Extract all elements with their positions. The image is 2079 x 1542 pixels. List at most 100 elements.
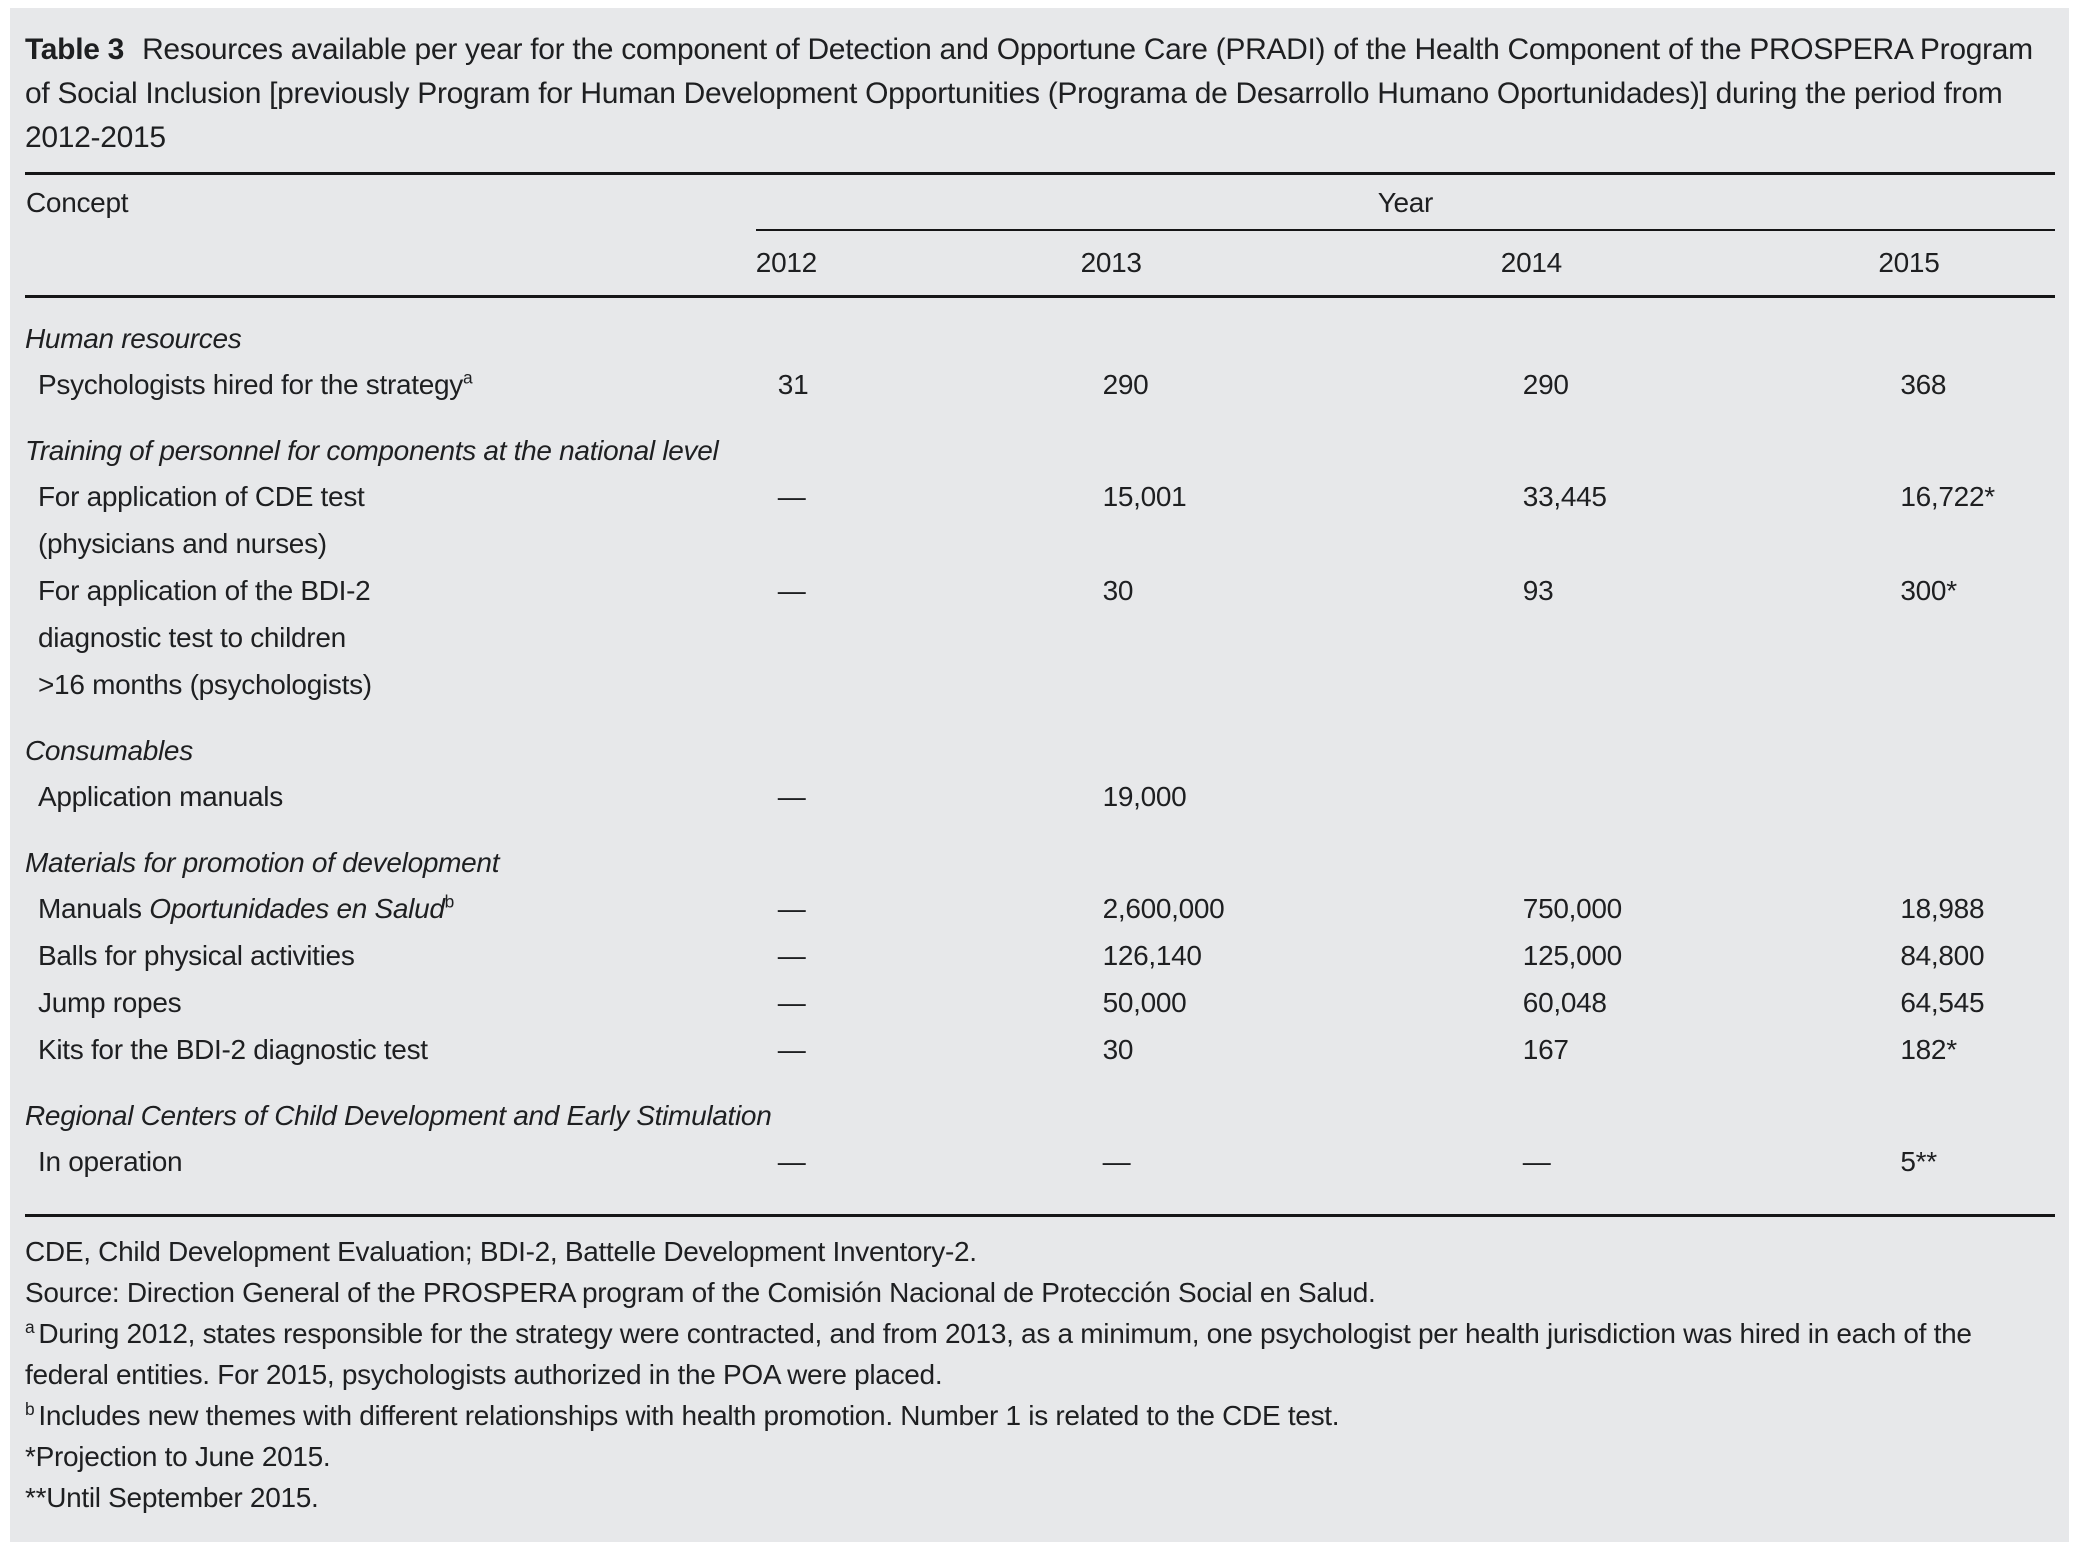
cell-2015: 300* xyxy=(1900,575,1957,606)
section-label: Human resources xyxy=(25,323,242,354)
cell-2013: 290 xyxy=(1102,369,1149,400)
section-label: Regional Centers of Child Development an… xyxy=(25,1100,772,1131)
footnote-marker: a xyxy=(25,1316,35,1337)
cell-2012: 31 xyxy=(777,369,809,400)
cell-2012: — xyxy=(777,893,806,924)
cell-2013 xyxy=(1081,661,1501,708)
table-body: Human resources Psychologists hired for t… xyxy=(25,297,2055,1216)
row-label-italic: Oportunidades en Salud xyxy=(149,893,445,924)
concept-column-header: Concept xyxy=(25,173,756,298)
cell-2015 xyxy=(1878,773,2055,820)
table-caption-text: Resources available per year for the com… xyxy=(25,33,2033,154)
footnotes-block: CDE, Child Development Evaluation; BDI-2… xyxy=(25,1217,2055,1518)
cell-2014: 33,445 xyxy=(1522,481,1607,512)
cell-2015: 64,545 xyxy=(1900,987,1985,1018)
row-label: Application manuals xyxy=(38,781,283,812)
footnote-marker: a xyxy=(462,367,473,388)
cell-2015: 5** xyxy=(1900,1146,1937,1177)
header-row-years: 2012 2013 2014 2015 xyxy=(25,230,2055,298)
row-label: diagnostic test to children xyxy=(38,622,346,653)
table-number-label: Table 3 xyxy=(25,33,125,66)
cell-2014: 93 xyxy=(1522,575,1554,606)
cell-2013: 15,001 xyxy=(1102,481,1187,512)
cell-2012: — xyxy=(777,575,806,606)
cell-2013 xyxy=(1081,520,1501,567)
table-row: Balls for physical activities — 126,140 125… xyxy=(25,932,2055,979)
row-label: Jump ropes xyxy=(38,987,182,1018)
footnote-marker: b xyxy=(444,891,455,912)
section-row: Human resources xyxy=(25,297,2055,362)
continuation-row: diagnostic test to children xyxy=(25,614,2055,661)
footnote-line: a During 2012, states responsible for the… xyxy=(25,1316,1972,1390)
cell-2013: 126,140 xyxy=(1102,940,1202,971)
cell-2014: 167 xyxy=(1522,1034,1569,1065)
table-row: Manuals Oportunidades en Saludb — 2,600,00… xyxy=(25,885,2055,932)
footnote-line: Source: Direction General of the PROSPER… xyxy=(25,1277,1376,1308)
cell-2012: — xyxy=(777,781,806,812)
cell-2012 xyxy=(756,661,1081,708)
cell-2014: 750,000 xyxy=(1522,893,1622,924)
section-row: Materials for promotion of development xyxy=(25,820,2055,885)
cell-2014: 125,000 xyxy=(1522,940,1622,971)
row-label: For application of the BDI-2 xyxy=(38,575,371,606)
cell-2015: 84,800 xyxy=(1900,940,1985,971)
row-label: Kits for the BDI-2 diagnostic test xyxy=(38,1034,428,1065)
cell-2015: 368 xyxy=(1900,369,1947,400)
cell-2015: 16,722* xyxy=(1900,481,1995,512)
continuation-row: >16 months (psychologists) xyxy=(25,661,2055,708)
section-row: Consumables xyxy=(25,708,2055,773)
footnote-line: b Includes new themes with different rela… xyxy=(25,1398,1340,1431)
section-label: Consumables xyxy=(25,735,193,766)
cell-2014 xyxy=(1501,520,1879,567)
cell-2012 xyxy=(756,520,1081,567)
row-label: (physicians and nurses) xyxy=(38,528,327,559)
year-column-2014: 2014 xyxy=(1500,230,1879,298)
row-label: For application of CDE test xyxy=(38,481,365,512)
table-row: Jump ropes — 50,000 60,048 64,545 xyxy=(25,979,2055,1026)
cell-2013: — xyxy=(1102,1146,1131,1177)
cell-2014 xyxy=(1501,614,1879,661)
resources-table: Concept Year 2012 2013 2014 2015 Human r… xyxy=(25,172,2055,1217)
footnote-line: CDE, Child Development Evaluation; BDI-2… xyxy=(25,1236,977,1267)
cell-2014: 60,048 xyxy=(1522,987,1607,1018)
year-column-2015: 2015 xyxy=(1878,230,2055,298)
cell-2014: 290 xyxy=(1522,369,1569,400)
table-row: In operation — — — 5** xyxy=(25,1138,2055,1216)
table-row: For application of the BDI-2 — 30 93 300* xyxy=(25,567,2055,614)
table-row: For application of CDE test — 15,001 33,445… xyxy=(25,473,2055,520)
row-label: In operation xyxy=(38,1146,183,1177)
cell-2013: 19,000 xyxy=(1102,781,1187,812)
footnote-marker: b xyxy=(25,1398,35,1419)
cell-2013: 2,600,000 xyxy=(1102,893,1225,924)
row-label: Balls for physical activities xyxy=(38,940,355,971)
cell-2015 xyxy=(1878,520,2055,567)
section-label: Materials for promotion of development xyxy=(25,847,500,878)
section-row: Training of personnel for components at … xyxy=(25,408,2055,473)
header-row-top: Concept Year xyxy=(25,173,2055,298)
table-row: Psychologists hired for the strategya 31 2… xyxy=(25,361,2055,408)
footnote-line: **Until September 2015. xyxy=(25,1482,319,1513)
cell-2013 xyxy=(1081,614,1501,661)
cell-2012: — xyxy=(777,1146,806,1177)
table-row: Kits for the BDI-2 diagnostic test — 30 167… xyxy=(25,1026,2055,1073)
year-group-header: Year xyxy=(755,173,2055,231)
row-label: Psychologists hired for the strategya xyxy=(38,367,473,400)
cell-2013: 50,000 xyxy=(1102,987,1187,1018)
cell-2012: — xyxy=(777,987,806,1018)
cell-2013: 30 xyxy=(1102,1034,1134,1065)
year-column-2013: 2013 xyxy=(1080,230,1501,298)
cell-2014 xyxy=(1501,661,1879,708)
row-label: >16 months (psychologists) xyxy=(38,669,372,700)
cell-2014 xyxy=(1501,773,1879,820)
table3-panel: Table 3 Resources available per year for … xyxy=(10,8,2069,1542)
table-caption: Table 3 Resources available per year for … xyxy=(25,28,2055,160)
table-row: Application manuals — 19,000 xyxy=(25,773,2055,820)
cell-2015: 182* xyxy=(1900,1034,1957,1065)
continuation-row: (physicians and nurses) xyxy=(25,520,2055,567)
cell-2015 xyxy=(1878,614,2055,661)
section-row: Regional Centers of Child Development an… xyxy=(25,1073,2055,1138)
cell-2012: — xyxy=(777,481,806,512)
footnote-line: *Projection to June 2015. xyxy=(25,1441,331,1472)
section-label: Training of personnel for components at … xyxy=(25,435,719,466)
cell-2015 xyxy=(1878,661,2055,708)
